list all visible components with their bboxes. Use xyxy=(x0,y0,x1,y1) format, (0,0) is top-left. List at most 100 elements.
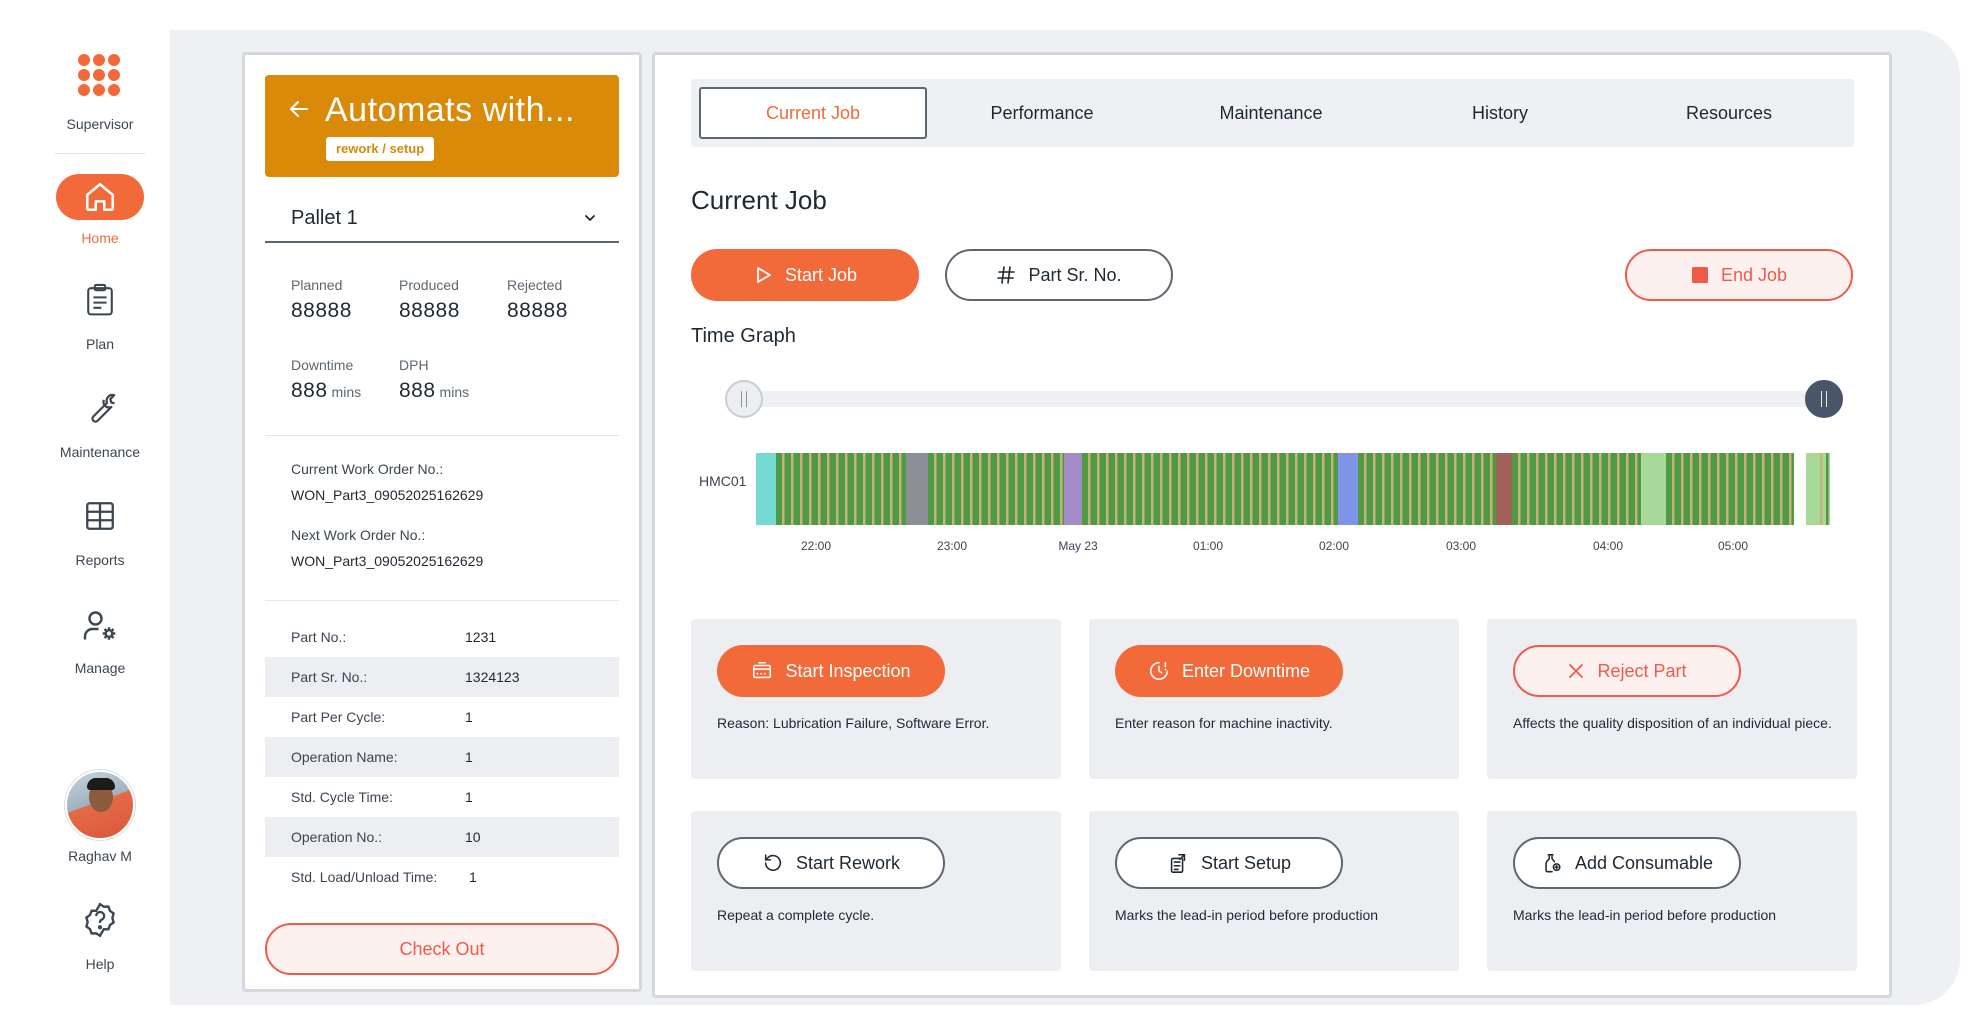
timeline-idle-stripe xyxy=(1481,453,1484,525)
timeline-idle-stripe xyxy=(1178,453,1181,525)
timeline-idle-stripe xyxy=(1427,453,1430,525)
timeline-idle-stripe xyxy=(1115,453,1118,525)
pallet-select[interactable]: Pallet 1 xyxy=(265,195,619,243)
timeline-idle-stripe xyxy=(1527,453,1530,525)
divider xyxy=(265,435,619,436)
timeline-idle-stripe xyxy=(1033,453,1036,525)
sidebar-item-manage[interactable] xyxy=(80,606,120,646)
sidebar: Supervisor Home Plan Maintenance Reports… xyxy=(30,30,170,1005)
timeline-idle-stripe xyxy=(1554,453,1557,525)
tab-performance[interactable]: Performance xyxy=(990,103,1094,123)
timeline-segment xyxy=(776,453,906,525)
end-job-button[interactable]: End Job xyxy=(1625,249,1853,301)
timeline-idle-stripe xyxy=(827,453,830,525)
timeline-idle-stripe xyxy=(1160,453,1163,525)
timeline-segment xyxy=(1338,453,1358,525)
timeline-segment xyxy=(1496,453,1512,525)
timeline-idle-stripe xyxy=(1250,453,1253,525)
timeline-idle-stripe xyxy=(782,453,785,525)
planned-value: 88888 xyxy=(291,299,352,322)
tab-history[interactable]: History xyxy=(1471,103,1528,123)
timeline-idle-stripe xyxy=(1097,453,1100,525)
time-range-slider[interactable] xyxy=(743,391,1823,407)
part-detail-row: Operation Name: 1 xyxy=(265,737,619,777)
sidebar-item-home[interactable] xyxy=(56,174,144,220)
sidebar-item-reports[interactable] xyxy=(80,496,120,536)
machine-header[interactable]: Automats with... rework / setup xyxy=(265,75,619,177)
sidebar-item-label: Reports xyxy=(75,552,125,568)
timeline-idle-stripe xyxy=(1672,453,1675,525)
tab-current-job[interactable]: Current Job xyxy=(699,87,927,139)
timeline-idle-stripe xyxy=(1726,453,1729,525)
start-rework-button[interactable]: Start Rework xyxy=(717,837,945,889)
help-label: Help xyxy=(85,956,115,972)
content-area: Automats with... rework / setup Pallet 1… xyxy=(170,30,1960,1005)
avatar[interactable] xyxy=(65,770,135,840)
timeline-idle-stripe xyxy=(1205,453,1208,525)
machine-panel: Automats with... rework / setup Pallet 1… xyxy=(242,52,642,992)
sidebar-item-label: Maintenance xyxy=(59,444,141,460)
sidebar-item-plan[interactable] xyxy=(80,280,120,320)
part-sr-no-button[interactable]: Part Sr. No. xyxy=(945,249,1173,301)
timeline-idle-stripe xyxy=(1042,453,1045,525)
part-detail-row: Std. Load/Unload Time: 1 xyxy=(291,869,477,885)
timeline-idle-stripe xyxy=(1142,453,1145,525)
timeline-idle-stripe xyxy=(1268,453,1271,525)
timeline-idle-stripe xyxy=(1400,453,1403,525)
wrench-icon xyxy=(91,393,116,423)
action-card-rework: Start Rework Repeat a complete cycle. xyxy=(691,811,1061,971)
clock-alert-icon xyxy=(1149,661,1168,680)
dph-value: 888 mins xyxy=(399,379,470,402)
range-start-handle[interactable] xyxy=(725,380,763,418)
timeline-idle-stripe xyxy=(1259,453,1262,525)
timeline-idle-stripe xyxy=(1304,453,1307,525)
timeline-idle-stripe xyxy=(1771,453,1774,525)
range-end-handle[interactable] xyxy=(1805,380,1843,418)
timeline-tick: 23:00 xyxy=(936,539,968,553)
timeline-idle-stripe xyxy=(1133,453,1136,525)
tab-resources[interactable]: Resources xyxy=(1685,103,1773,123)
timeline-idle-stripe xyxy=(791,453,794,525)
help-button[interactable] xyxy=(80,900,120,940)
timeline-idle-stripe xyxy=(881,453,884,525)
timeline-idle-stripe xyxy=(1762,453,1765,525)
timeline-idle-stripe xyxy=(1214,453,1217,525)
tab-maintenance[interactable]: Maintenance xyxy=(1219,103,1323,123)
timeline-idle-stripe xyxy=(1322,453,1325,525)
action-card-reject: Reject Part Affects the quality disposit… xyxy=(1487,619,1857,779)
app-frame: Supervisor Home Plan Maintenance Reports… xyxy=(30,30,1960,1005)
card-description: Repeat a complete cycle. xyxy=(717,907,875,923)
timeline-idle-stripe xyxy=(1232,453,1235,525)
action-card-inspection: Start Inspection Reason: Lubrication Fai… xyxy=(691,619,1061,779)
timeline-idle-stripe xyxy=(1735,453,1738,525)
help-icon xyxy=(85,902,115,938)
start-job-button[interactable]: Start Job xyxy=(691,249,919,301)
timeline-idle-stripe xyxy=(1599,453,1602,525)
timeline-idle-stripe xyxy=(1187,453,1190,525)
card-description: Marks the lead-in period before producti… xyxy=(1513,907,1777,923)
start-inspection-button[interactable]: Start Inspection xyxy=(717,645,945,697)
timeline-idle-stripe xyxy=(1088,453,1091,525)
timeline-segment xyxy=(906,453,928,525)
timeline-idle-stripe xyxy=(1617,453,1620,525)
timeline-idle-stripe xyxy=(1391,453,1394,525)
card-description: Enter reason for machine inactivity. xyxy=(1115,715,1333,731)
timeline-idle-stripe xyxy=(1445,453,1448,525)
add-consumable-button[interactable]: Add Consumable xyxy=(1513,837,1741,889)
current-wo-value: WON_Part3_09052025162629 xyxy=(291,487,484,503)
sidebar-item-maintenance[interactable] xyxy=(80,388,120,428)
timeline-idle-stripe xyxy=(1454,453,1457,525)
reject-part-button[interactable]: Reject Part xyxy=(1513,645,1741,697)
timeline-idle-stripe xyxy=(1277,453,1280,525)
check-out-button[interactable]: Check Out xyxy=(265,923,619,975)
timeline-idle-stripe xyxy=(1826,453,1829,525)
timeline-idle-stripe xyxy=(1789,453,1792,525)
action-card-setup: Start Setup Marks the lead-in period bef… xyxy=(1089,811,1459,971)
timeline-idle-stripe xyxy=(800,453,803,525)
enter-downtime-button[interactable]: Enter Downtime xyxy=(1115,645,1343,697)
start-setup-button[interactable]: Start Setup xyxy=(1115,837,1343,889)
consumable-icon xyxy=(1545,853,1561,873)
sidebar-divider xyxy=(54,153,146,154)
arrow-left-icon[interactable] xyxy=(287,97,311,121)
timeline-tick: 02:00 xyxy=(1318,539,1350,553)
